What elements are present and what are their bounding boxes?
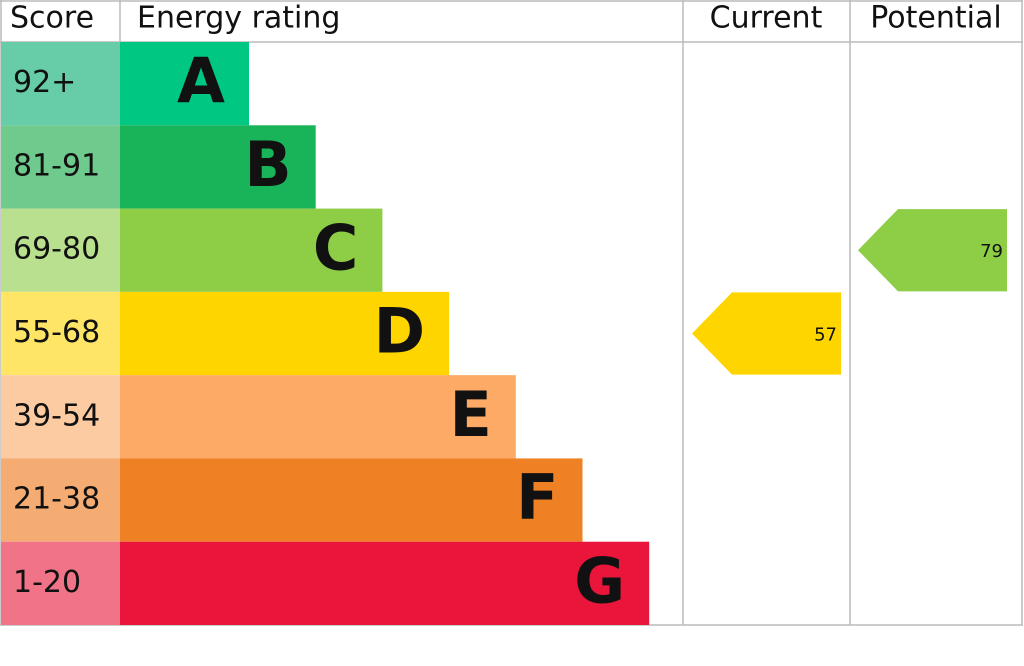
header-potential: Potential (870, 1, 1001, 36)
rating-bar (120, 541, 650, 625)
rating-bar (120, 375, 516, 459)
header-current: Current (710, 1, 823, 36)
score-label: 69-80 (13, 232, 100, 267)
score-cell (1, 208, 120, 292)
score-label: 21-38 (13, 482, 100, 517)
score-cell (1, 458, 120, 542)
score-label: 81-91 (13, 148, 100, 183)
score-cell (1, 42, 120, 126)
score-label: 55-68 (13, 315, 100, 350)
header-score: Score (10, 1, 94, 36)
potential-arrow (858, 209, 1007, 292)
score-label: 1-20 (13, 565, 81, 600)
current-value: 57 (814, 325, 837, 346)
rating-letter: D (374, 295, 425, 368)
rating-bar (120, 291, 450, 376)
current-arrow (692, 292, 841, 375)
score-cell (1, 541, 120, 625)
score-label: 92+ (13, 65, 76, 100)
rating-bar (120, 458, 583, 542)
header-rating: Energy rating (137, 1, 340, 36)
rating-letter: E (449, 378, 491, 451)
rating-letter: F (516, 461, 558, 534)
score-cell (1, 375, 120, 459)
score-cell (1, 125, 120, 209)
rating-letter: B (244, 128, 291, 201)
potential-value: 79 (980, 241, 1003, 262)
score-label: 39-54 (13, 398, 100, 433)
score-cell (1, 291, 120, 376)
rating-letter: C (313, 211, 359, 284)
rating-bar (120, 208, 383, 292)
rating-letter: A (177, 45, 225, 118)
rating-letter: G (574, 544, 625, 617)
rating-bar (120, 125, 316, 209)
rating-bar (120, 42, 249, 126)
